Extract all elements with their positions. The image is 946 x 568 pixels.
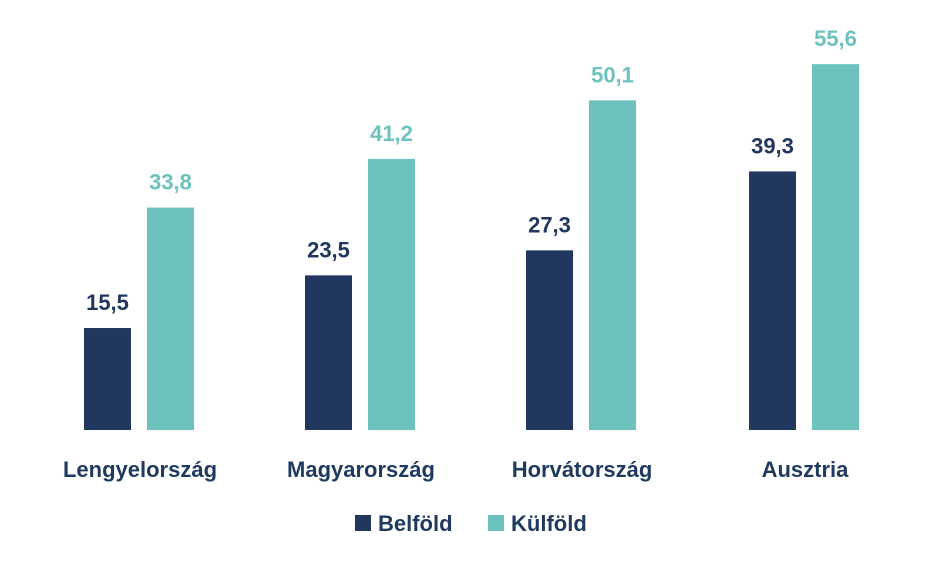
bar-belfold [305, 275, 352, 430]
data-label: 41,2 [370, 121, 413, 146]
bar-belfold [526, 250, 573, 430]
data-label: 55,6 [814, 26, 857, 51]
bar-belfold [749, 171, 796, 430]
value-labels-layer: 15,5 33,8 23,5 41,2 27,3 50,1 39,3 55,6 [86, 26, 857, 315]
bar-kulfold [368, 158, 415, 431]
legend-swatch-kulfold [488, 515, 504, 531]
data-label: 23,5 [307, 237, 350, 262]
legend-label-kulfold: Külföld [511, 511, 587, 536]
legend: Belföld Külföld [355, 511, 587, 536]
category-label: Ausztria [762, 457, 850, 482]
bars-layer [84, 64, 859, 431]
category-label: Magyarország [287, 457, 435, 482]
legend-label-belfold: Belföld [378, 511, 453, 536]
category-label: Horvátország [512, 457, 653, 482]
category-labels-layer: Lengyelország Magyarország Horvátország … [63, 457, 849, 482]
bar-kulfold [812, 64, 859, 430]
data-label: 27,3 [528, 212, 571, 237]
data-label: 33,8 [149, 170, 192, 195]
bar-kulfold [147, 207, 194, 430]
bar-belfold [84, 328, 131, 430]
bar-kulfold [589, 100, 636, 430]
legend-swatch-belfold [355, 515, 371, 531]
category-label: Lengyelország [63, 457, 217, 482]
data-label: 50,1 [591, 62, 634, 87]
data-label: 39,3 [751, 133, 794, 158]
data-label: 15,5 [86, 290, 129, 315]
